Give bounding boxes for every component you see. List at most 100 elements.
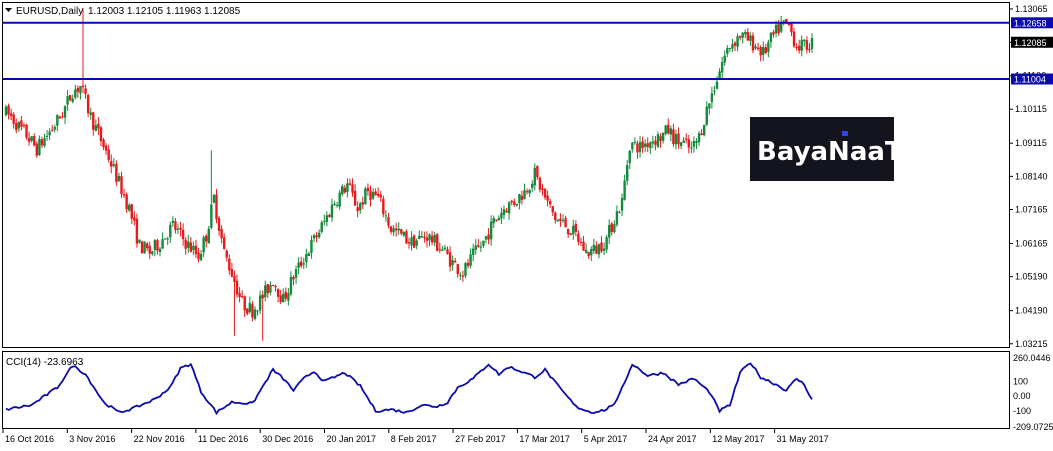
candle-body: [199, 253, 203, 260]
candle-body: [726, 48, 729, 54]
candle-body: [248, 302, 252, 312]
cci-tick-label: -100: [1013, 406, 1031, 416]
candle-body: [81, 85, 85, 88]
candle-body: [210, 204, 213, 228]
support-price-tag: [1011, 73, 1053, 85]
candle-body: [346, 183, 349, 193]
current-price-text: 1.12085: [1014, 38, 1047, 48]
candle-body: [125, 194, 128, 210]
candle-body: [302, 263, 305, 265]
candle-body: [161, 239, 164, 249]
candle-body: [430, 235, 434, 243]
candle-body: [86, 95, 90, 114]
candle-body: [762, 47, 765, 55]
candle-body: [556, 219, 560, 222]
date-tick-label: 31 May 2017: [777, 434, 829, 444]
date-tick-label: 11 Dec 2016: [198, 434, 248, 444]
candle-body: [410, 237, 413, 246]
candle-body: [392, 228, 395, 233]
candle-body: [163, 238, 167, 240]
support-resistance-lines[interactable]: [3, 21, 1009, 81]
candle-body: [756, 47, 760, 49]
candle-body: [605, 237, 608, 250]
cci-line: [5, 362, 813, 416]
candle-body: [456, 264, 459, 275]
candle-body: [43, 138, 46, 147]
cci-axis[interactable]: 260.0446 100 0.00 -100 -209.0725: [1013, 353, 1053, 432]
candle-body: [238, 292, 241, 297]
candle-body: [107, 149, 110, 160]
candle-body: [679, 142, 683, 146]
candle-body: [274, 286, 277, 288]
candle-body: [638, 142, 642, 152]
candle-body: [672, 129, 675, 144]
candle-body: [559, 218, 562, 221]
candle-body: [284, 291, 287, 299]
candle-body: [438, 249, 442, 251]
candle-body: [405, 231, 408, 244]
candle-body: [792, 31, 796, 47]
candle-body: [179, 227, 182, 230]
candle-body: [428, 234, 431, 241]
date-axis[interactable]: 16 Oct 2016 3 Nov 2016 22 Nov 2016 11 Dec 2…: [2, 429, 829, 444]
candle-body: [749, 35, 752, 41]
candle-body: [328, 214, 331, 217]
candle-body: [777, 23, 780, 34]
candle-body: [733, 42, 737, 46]
candle-body: [682, 140, 685, 143]
candle-body: [602, 248, 606, 251]
candle-body: [738, 36, 742, 38]
candle-body: [577, 233, 580, 242]
cci-tick-label: 100: [1013, 377, 1028, 387]
candle-body: [33, 136, 36, 146]
candle-body: [744, 32, 747, 35]
candle-body: [222, 237, 226, 249]
price-tick-label: 1.08140: [1015, 171, 1048, 181]
candle-body: [166, 238, 169, 240]
candle-body: [176, 228, 180, 230]
candle-body: [151, 251, 154, 255]
candle-body: [215, 194, 218, 220]
candle-body: [79, 86, 82, 94]
candle-body: [233, 276, 236, 282]
candle-body: [17, 122, 21, 129]
candle-body: [667, 124, 670, 134]
candle-body: [325, 215, 329, 222]
candle-body: [597, 244, 601, 255]
candle-body: [705, 106, 708, 125]
candle-body: [497, 217, 501, 221]
watermark-logo: BayaNaaT.net: [750, 117, 957, 181]
price-tick-label: 1.13065: [1015, 4, 1048, 14]
main-chart-area[interactable]: [2, 2, 1010, 348]
candle-body: [471, 248, 475, 255]
cci-indicator-panel[interactable]: [2, 351, 1010, 429]
candle-body: [181, 229, 185, 240]
candle-body: [184, 239, 187, 249]
candle-body: [246, 308, 249, 314]
candle-body: [574, 223, 578, 232]
candle-body: [84, 88, 87, 95]
candle-body: [754, 46, 757, 49]
candle-body: [40, 139, 44, 146]
candle-body: [651, 141, 655, 144]
candle-body: [251, 304, 254, 318]
candle-body: [800, 39, 803, 51]
candle-body: [708, 103, 711, 109]
candle-body: [189, 242, 193, 252]
candle-body: [271, 285, 275, 287]
candle-body: [543, 188, 547, 198]
candle-body: [369, 190, 372, 200]
candle-body: [692, 141, 696, 147]
candle-body: [720, 62, 724, 73]
candle-body: [600, 242, 603, 252]
candle-body: [143, 242, 146, 253]
date-tick-label: 20 Jan 2017: [327, 434, 377, 444]
candle-body: [646, 143, 649, 147]
candle-body: [459, 274, 462, 276]
candle-body: [315, 235, 318, 238]
date-tick-label: 12 May 2017: [712, 434, 764, 444]
candle-body: [649, 142, 652, 149]
candle-body: [61, 116, 64, 118]
triangle-down-icon[interactable]: [5, 8, 12, 12]
